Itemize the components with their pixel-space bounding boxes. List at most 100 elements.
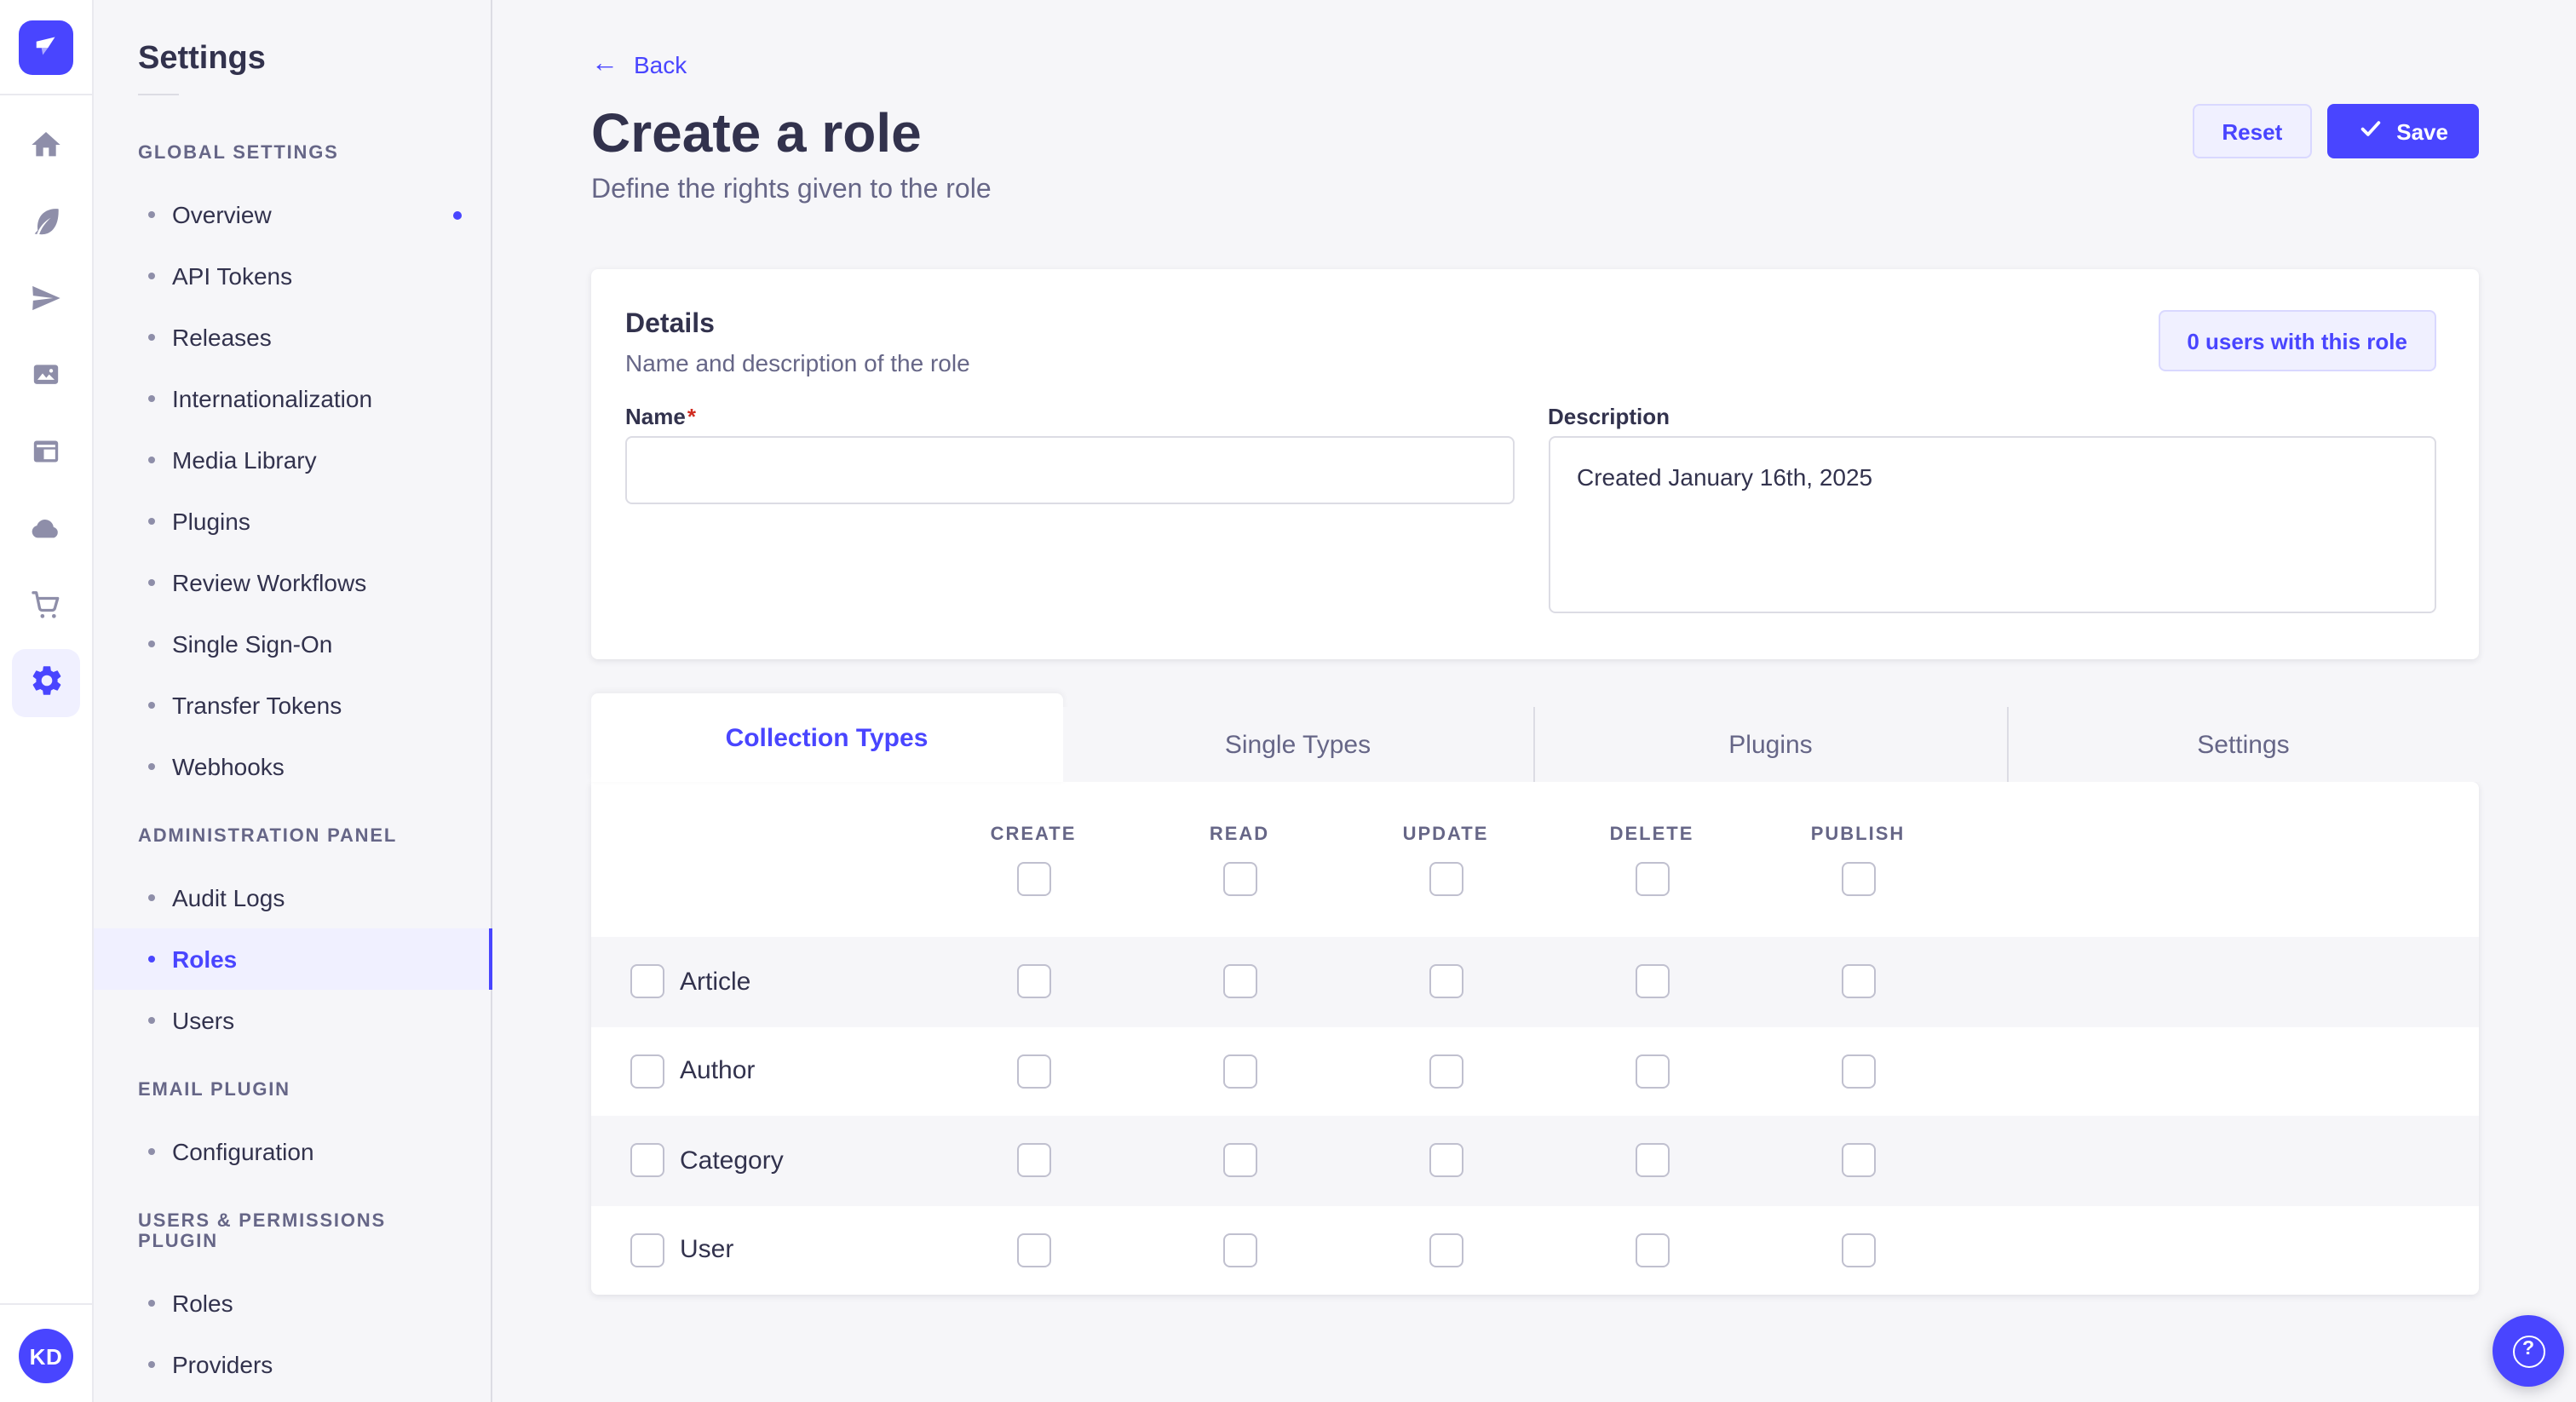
notification-dot <box>453 210 462 219</box>
article-select-checkbox[interactable] <box>630 964 664 999</box>
permission-cell <box>930 1054 1136 1089</box>
users-with-role-button[interactable]: 0 users with this role <box>2158 310 2436 371</box>
sidebar-item-providers[interactable]: Providers <box>94 1334 491 1395</box>
details-card-header-text: Details Name and description of the role <box>625 310 970 376</box>
sidebar-item-label: Webhooks <box>172 753 285 780</box>
description-textarea[interactable]: Created January 16th, 2025 <box>1548 436 2436 613</box>
rail-bottom: KD <box>0 1303 92 1402</box>
permission-cell <box>1136 1143 1343 1178</box>
category-update-checkbox[interactable] <box>1429 1143 1463 1178</box>
category-select-checkbox[interactable] <box>630 1143 664 1178</box>
reset-button[interactable]: Reset <box>2193 104 2312 158</box>
bullet-dot <box>148 334 155 341</box>
permission-cell <box>1755 1232 1961 1267</box>
user-create-checkbox[interactable] <box>1016 1232 1050 1267</box>
row-label: Article <box>680 967 751 997</box>
page-header-text: Create a role Define the rights given to… <box>591 102 992 206</box>
details-title: Details <box>625 310 715 339</box>
sidebar-section-label: Email Plugin <box>138 1080 290 1100</box>
nav-item-paper-plane[interactable] <box>12 266 80 334</box>
nav-item-gear[interactable] <box>12 649 80 717</box>
sidebar-item-review-workflows[interactable]: Review Workflows <box>94 552 491 613</box>
check-icon <box>2357 116 2383 147</box>
sidebar-item-label: Roles <box>172 1290 233 1317</box>
permission-cell <box>1549 1232 1755 1267</box>
sidebar-item-media-library[interactable]: Media Library <box>94 429 491 491</box>
tab-single-types[interactable]: Single Types <box>1062 707 1533 782</box>
author-publish-checkbox[interactable] <box>1841 1054 1875 1089</box>
permission-cell <box>1755 964 1961 999</box>
sidebar-item-single-sign-on[interactable]: Single Sign-On <box>94 613 491 675</box>
article-publish-checkbox[interactable] <box>1841 964 1875 999</box>
home-icon <box>29 127 63 166</box>
user-delete-checkbox[interactable] <box>1635 1232 1669 1267</box>
sidebar-item-overview[interactable]: Overview <box>94 184 491 245</box>
sidebar-item-roles[interactable]: Roles <box>94 928 492 990</box>
nav-item-home[interactable] <box>12 112 80 181</box>
tab-settings[interactable]: Settings <box>2006 707 2479 782</box>
pictures-icon <box>29 357 63 396</box>
sidebar-item-transfer-tokens[interactable]: Transfer Tokens <box>94 675 491 736</box>
sidebar-item-configuration[interactable]: Configuration <box>94 1121 491 1182</box>
user-update-checkbox[interactable] <box>1429 1232 1463 1267</box>
user-avatar[interactable]: KD <box>19 1329 73 1383</box>
cloud-icon <box>29 510 63 549</box>
permission-cell <box>1343 1232 1549 1267</box>
author-select-checkbox[interactable] <box>630 1054 664 1089</box>
author-delete-checkbox[interactable] <box>1635 1054 1669 1089</box>
back-link[interactable]: ← Back <box>591 48 687 82</box>
select-all-publish-checkbox[interactable] <box>1841 862 1875 896</box>
nav-item-layout[interactable] <box>12 419 80 487</box>
tab-collection-types[interactable]: Collection Types <box>591 693 1062 782</box>
feather-icon <box>29 204 63 243</box>
name-field-group: Name * <box>625 404 1514 622</box>
tab-plugins[interactable]: Plugins <box>1533 707 2006 782</box>
select-all-create-checkbox[interactable] <box>1016 862 1050 896</box>
sidebar-section-label: Users & Permissions plugin <box>138 1211 386 1252</box>
help-button[interactable]: ? <box>2493 1315 2564 1387</box>
nav-item-cart[interactable] <box>12 572 80 641</box>
select-all-delete-checkbox[interactable] <box>1635 862 1669 896</box>
bullet-dot <box>148 1017 155 1024</box>
article-read-checkbox[interactable] <box>1222 964 1256 999</box>
user-read-checkbox[interactable] <box>1222 1232 1256 1267</box>
category-read-checkbox[interactable] <box>1222 1143 1256 1178</box>
save-button[interactable]: Save <box>2326 104 2479 158</box>
nav-item-pictures[interactable] <box>12 342 80 411</box>
permissions-table: Create Read Update Delete Publish Article Aut… <box>591 782 2479 1295</box>
author-create-checkbox[interactable] <box>1016 1054 1050 1089</box>
select-all-update-checkbox[interactable] <box>1429 862 1463 896</box>
sidebar-item-roles[interactable]: Roles <box>94 1273 491 1334</box>
sidebar-item-audit-logs[interactable]: Audit Logs <box>94 867 491 928</box>
bullet-dot <box>148 894 155 901</box>
category-publish-checkbox[interactable] <box>1841 1143 1875 1178</box>
category-delete-checkbox[interactable] <box>1635 1143 1669 1178</box>
permission-cell <box>1136 1054 1343 1089</box>
user-select-checkbox[interactable] <box>630 1232 664 1267</box>
sidebar-item-internationalization[interactable]: Internationalization <box>94 368 491 429</box>
user-publish-checkbox[interactable] <box>1841 1232 1875 1267</box>
bullet-dot <box>148 1148 155 1155</box>
nav-item-feather[interactable] <box>12 189 80 257</box>
layout-icon <box>29 434 63 473</box>
article-delete-checkbox[interactable] <box>1635 964 1669 999</box>
cart-icon <box>29 587 63 626</box>
nav-item-cloud[interactable] <box>12 496 80 564</box>
sidebar-item-api-tokens[interactable]: API Tokens <box>94 245 491 307</box>
select-all-read-checkbox[interactable] <box>1222 862 1256 896</box>
author-read-checkbox[interactable] <box>1222 1054 1256 1089</box>
article-update-checkbox[interactable] <box>1429 964 1463 999</box>
details-subtitle: Name and description of the role <box>625 349 970 376</box>
sidebar-item-releases[interactable]: Releases <box>94 307 491 368</box>
sidebar-item-label: Roles <box>172 945 238 973</box>
category-create-checkbox[interactable] <box>1016 1143 1050 1178</box>
sidebar-item-webhooks[interactable]: Webhooks <box>94 736 491 797</box>
rail-icons <box>12 95 80 726</box>
sidebar-item-users[interactable]: Users <box>94 990 491 1051</box>
name-input[interactable] <box>625 436 1514 504</box>
strapi-logo[interactable] <box>19 20 73 75</box>
author-update-checkbox[interactable] <box>1429 1054 1463 1089</box>
sidebar-item-plugins[interactable]: Plugins <box>94 491 491 552</box>
article-create-checkbox[interactable] <box>1016 964 1050 999</box>
